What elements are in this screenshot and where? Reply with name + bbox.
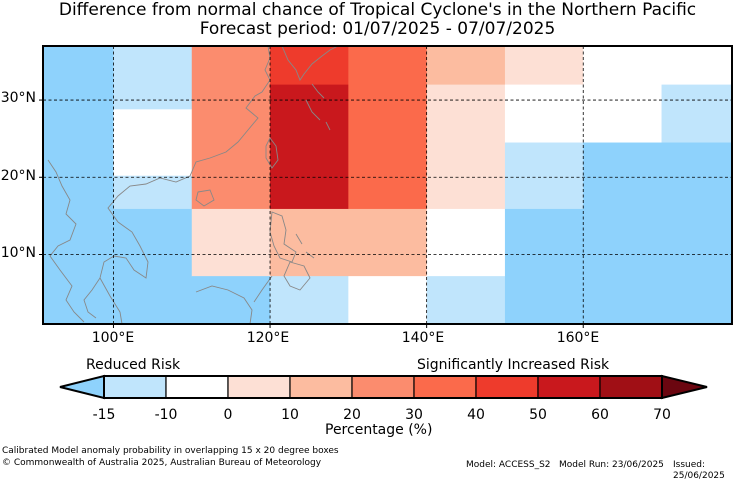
anomaly-cell xyxy=(426,84,506,210)
coastlines xyxy=(47,45,339,325)
anomaly-cell xyxy=(504,46,584,86)
gridlines xyxy=(43,46,732,324)
colorbar-segment xyxy=(599,375,663,399)
coastline-luzon xyxy=(269,211,297,263)
colorbar-tick: 30 xyxy=(405,407,423,423)
anomaly-cell xyxy=(43,46,114,325)
colorbar-tick: 10 xyxy=(281,407,299,423)
lon-label-100e: 100°E xyxy=(91,330,135,346)
reduced-risk-label: Reduced Risk xyxy=(86,357,181,373)
anomaly-cell xyxy=(661,84,733,144)
anomaly-cell xyxy=(504,142,584,210)
colorbar-tick: -15 xyxy=(92,407,116,423)
x-tick-marks xyxy=(112,324,584,328)
colorbar xyxy=(59,374,708,400)
coastline-taiwan xyxy=(265,137,279,169)
y-tick-marks xyxy=(39,99,43,255)
anomaly-cell xyxy=(348,208,428,277)
anomaly-cell xyxy=(661,142,733,325)
coastline-indochina-west xyxy=(47,159,85,323)
coastline-philippines-south xyxy=(253,233,315,303)
colorbar-tick: 40 xyxy=(467,407,485,423)
coastline-hainan xyxy=(195,189,215,207)
coastline-borneo xyxy=(195,285,253,325)
colorbar-segment xyxy=(413,375,477,399)
anomaly-cell xyxy=(113,109,193,177)
map-title: Difference from normal chance of Tropica… xyxy=(58,0,697,20)
colorbar-tick: 60 xyxy=(591,407,609,423)
increased-risk-label: Significantly Increased Risk xyxy=(417,357,610,373)
colorbar-segment xyxy=(475,375,539,399)
footer-model-run: Model Run: 23/06/2025 xyxy=(559,460,664,470)
map-frame xyxy=(42,45,733,325)
lon-label-160e: 160°E xyxy=(556,330,600,346)
coastline-asia-mainland xyxy=(83,45,271,325)
anomaly-cell xyxy=(113,46,193,110)
lon-label-140e: 140°E xyxy=(401,330,445,346)
anomaly-cell xyxy=(270,46,349,86)
anomaly-cell xyxy=(191,208,271,277)
anomaly-cells xyxy=(43,46,733,325)
coastline-korea-japan xyxy=(281,45,339,131)
anomaly-cell xyxy=(504,84,584,144)
anomaly-cell xyxy=(426,276,506,325)
colorbar-segment xyxy=(351,375,415,399)
colorbar-axis-label: Percentage (%) xyxy=(325,422,433,438)
anomaly-cell xyxy=(270,208,349,277)
lat-label-10n: 10°N xyxy=(0,245,36,261)
anomaly-cell xyxy=(661,46,733,86)
anomaly-cell xyxy=(583,142,663,325)
anomaly-cell xyxy=(348,276,428,325)
colorbar-tick: 50 xyxy=(529,407,547,423)
forecast-period: Forecast period: 01/07/2025 - 07/07/2025 xyxy=(199,19,556,39)
colorbar-tick: -10 xyxy=(154,407,178,423)
anomaly-cell xyxy=(191,276,271,325)
anomaly-cell xyxy=(191,46,271,210)
map-and-colorbar xyxy=(39,45,733,400)
anomaly-cell xyxy=(113,208,193,325)
footer-copyright: © Commonwealth of Australia 2025, Austra… xyxy=(2,458,322,468)
colorbar-segment xyxy=(537,375,601,399)
footer-model: Model: ACCESS_S2 xyxy=(466,460,551,470)
anomaly-cell xyxy=(426,46,506,86)
colorbar-tick: 20 xyxy=(343,407,361,423)
anomaly-cell xyxy=(270,276,349,325)
colorbar-under-arrow xyxy=(59,374,105,400)
colorbar-tick: 70 xyxy=(653,407,671,423)
lat-label-20n: 20°N xyxy=(0,168,36,184)
anomaly-cell xyxy=(348,46,428,210)
footer-description: Calibrated Model anomaly probability in … xyxy=(2,446,339,456)
lat-label-30n: 30°N xyxy=(0,90,36,106)
lon-label-120e: 120°E xyxy=(246,330,290,346)
colorbar-segment xyxy=(103,375,167,399)
colorbar-tick: 0 xyxy=(223,407,233,423)
colorbar-segment xyxy=(165,375,229,399)
colorbar-over-arrow xyxy=(661,374,708,400)
colorbar-segment xyxy=(289,375,353,399)
footer-issued: Issued: 25/06/2025 xyxy=(673,460,725,481)
colorbar-segment xyxy=(227,375,291,399)
anomaly-cell xyxy=(270,84,349,210)
anomaly-cell xyxy=(504,208,584,325)
colorbar-outline xyxy=(103,375,663,399)
anomaly-cell xyxy=(426,208,506,277)
anomaly-cell xyxy=(583,46,663,144)
